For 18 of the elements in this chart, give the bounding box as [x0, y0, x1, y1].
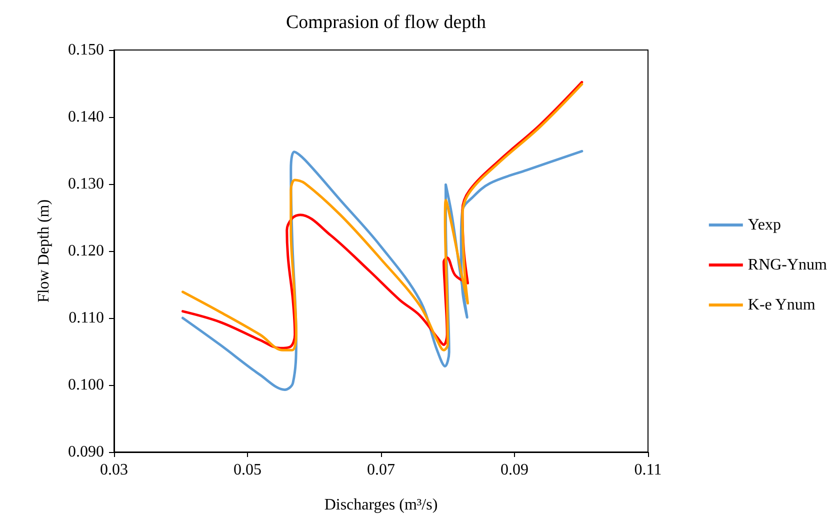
- x-tick-label: 0.03: [100, 462, 128, 478]
- x-tick-label: 0.09: [500, 462, 528, 478]
- y-tick-label: 0.100: [68, 376, 104, 394]
- legend-label: RNG-Ynum: [748, 256, 828, 274]
- y-tick-label: 0.130: [68, 176, 104, 192]
- x-tick-label: 0.11: [634, 462, 662, 478]
- y-tick-label: 0.120: [68, 242, 104, 260]
- chart-title: Comprasion of flow depth: [286, 12, 486, 33]
- legend-label: K-e Ynum: [748, 296, 816, 314]
- y-tick-label: 0.140: [68, 108, 104, 126]
- x-tick-label: 0.07: [367, 462, 395, 478]
- x-tick-label: 0.05: [234, 462, 262, 478]
- x-axis-title: Discharges (m³/s): [324, 496, 438, 514]
- y-tick-label: 0.110: [68, 310, 104, 326]
- y-tick-label: 0.150: [68, 42, 104, 58]
- legend-label: Yexp: [748, 216, 781, 234]
- y-tick-label: 0.090: [68, 444, 104, 460]
- y-axis-title: Flow Depth (m): [36, 199, 52, 303]
